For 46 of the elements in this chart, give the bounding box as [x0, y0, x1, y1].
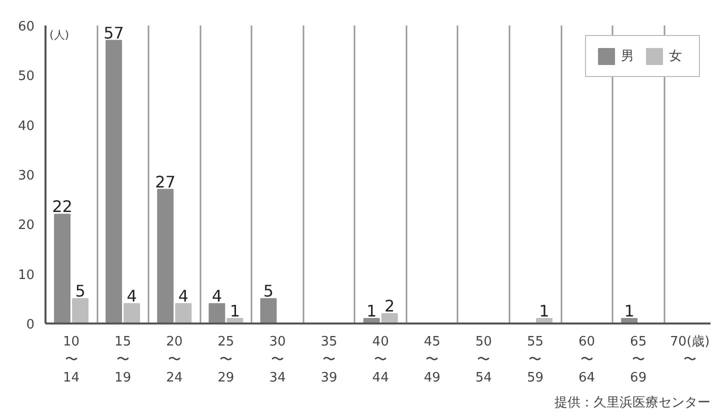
- y-tick-label: 10: [18, 268, 35, 283]
- x-tick-label: 30 〜 34: [269, 334, 286, 386]
- x-tick-label: 40 〜 44: [372, 334, 389, 386]
- y-tick-label: 20: [18, 218, 35, 234]
- bar: [208, 303, 226, 324]
- data-label: 22: [52, 197, 72, 216]
- legend-label: 女: [669, 48, 683, 65]
- data-label: 1: [366, 302, 377, 321]
- bar: [260, 298, 277, 324]
- y-tick-label: 30: [18, 168, 35, 184]
- bar: [157, 188, 174, 324]
- bar: [124, 303, 140, 324]
- legend-label: 男: [621, 48, 635, 65]
- y-tick-label: 50: [18, 69, 35, 84]
- y-tick-label: 60: [18, 20, 35, 34]
- data-label: 2: [384, 296, 395, 316]
- x-tick-label: 55 〜 59: [526, 334, 544, 386]
- y-tick-label: 0: [26, 318, 35, 332]
- data-label: 4: [212, 286, 222, 306]
- data-label: 27: [155, 172, 176, 192]
- data-label: 1: [539, 302, 550, 321]
- y-axis-title: (人): [50, 28, 70, 42]
- bar: [106, 40, 122, 324]
- y-tick-label: 40: [18, 118, 35, 134]
- data-label: 4: [126, 286, 137, 306]
- x-tick-label: 20 〜 24: [166, 334, 183, 386]
- x-tick-label: 45 〜 49: [424, 334, 440, 386]
- x-tick-label: 15 〜 19: [114, 334, 132, 386]
- data-label: 1: [230, 302, 240, 321]
- data-label: 4: [178, 286, 188, 306]
- data-label: 1: [624, 302, 634, 321]
- x-tick-label: 70(歳) 〜: [670, 334, 710, 368]
- data-label: 57: [104, 23, 124, 42]
- bar: [54, 214, 70, 324]
- bar: [72, 298, 89, 324]
- x-tick-label: 25 〜 29: [218, 334, 234, 386]
- data-label: 5: [75, 282, 86, 301]
- text: 提供：久里浜医療センター: [554, 396, 710, 410]
- x-tick-label: 35 〜 39: [320, 334, 338, 386]
- x-tick-label: 60 〜 64: [578, 334, 596, 386]
- bar: [175, 303, 192, 324]
- bar: [381, 313, 398, 324]
- x-tick-label: 10 〜 14: [63, 334, 80, 386]
- x-tick-label: 50 〜 54: [475, 334, 492, 386]
- x-tick-label: 65 〜 69: [630, 334, 647, 386]
- data-label: 5: [263, 282, 274, 301]
